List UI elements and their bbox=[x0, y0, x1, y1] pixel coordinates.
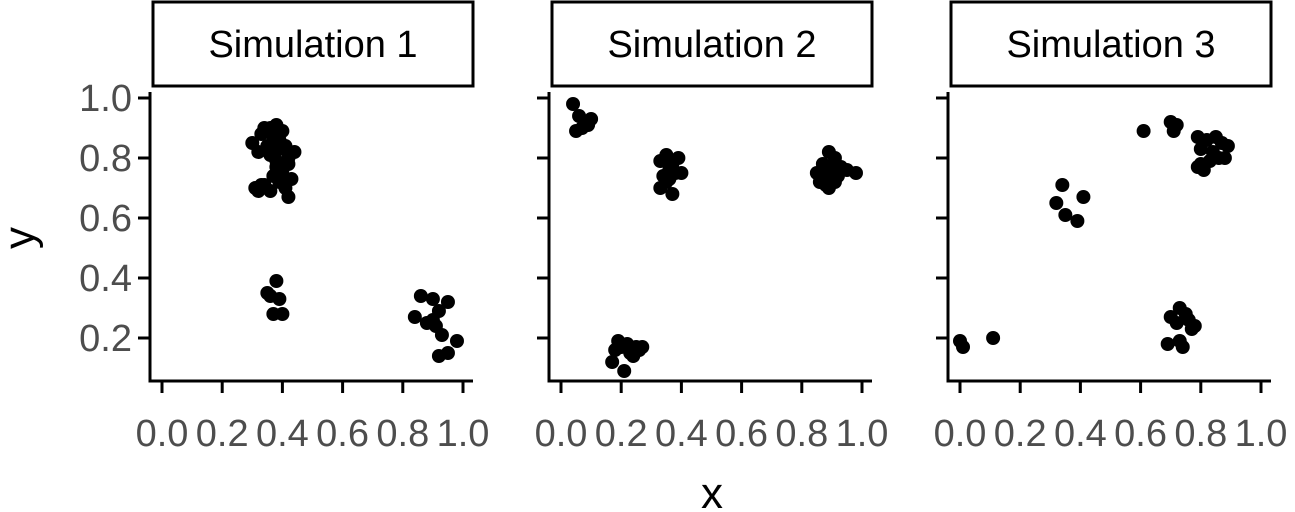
data-point bbox=[581, 118, 596, 132]
x-tick-label: 0.0 bbox=[535, 413, 588, 455]
x-tick-label: 0.4 bbox=[655, 413, 708, 455]
data-point bbox=[1169, 118, 1184, 132]
data-point bbox=[614, 340, 629, 354]
data-point bbox=[272, 292, 287, 306]
data-point bbox=[413, 289, 428, 303]
data-point bbox=[272, 142, 287, 156]
data-point bbox=[269, 160, 284, 174]
x-tick-label: 0.8 bbox=[775, 413, 828, 455]
data-point bbox=[449, 334, 464, 348]
x-tick-label: 0.0 bbox=[136, 413, 189, 455]
y-tick-label: 0.8 bbox=[79, 138, 132, 180]
panel-title: Simulation 3 bbox=[1006, 24, 1215, 66]
data-point bbox=[653, 181, 668, 195]
panels: Simulation 10.0 0.2 0.4 0.6 0.8 1.00.20.40.60… bbox=[79, 0, 1288, 455]
data-point bbox=[281, 190, 296, 204]
x-tick-label: 1.0 bbox=[1235, 413, 1288, 455]
data-point bbox=[569, 124, 584, 138]
data-point bbox=[830, 169, 845, 183]
data-point bbox=[434, 328, 449, 342]
data-point bbox=[848, 166, 863, 180]
y-tick-label: 0.2 bbox=[79, 318, 132, 360]
y-tick-label: 0.4 bbox=[79, 258, 132, 300]
data-point bbox=[1160, 337, 1175, 351]
y-tick-label: 1.0 bbox=[79, 78, 132, 120]
x-tick-label: 0.8 bbox=[376, 413, 429, 455]
x-tick-label: 1.0 bbox=[836, 413, 889, 455]
data-point bbox=[566, 97, 581, 111]
data-point bbox=[287, 145, 302, 159]
data-point bbox=[1220, 139, 1235, 153]
data-point bbox=[674, 166, 689, 180]
data-point bbox=[1055, 178, 1070, 192]
x-tick-label: 0.4 bbox=[256, 413, 309, 455]
data-point bbox=[653, 154, 668, 168]
panel-1: Simulation 10.0 0.2 0.4 0.6 0.8 1.00.20.40.60… bbox=[79, 0, 490, 455]
data-point bbox=[986, 331, 1001, 345]
data-point bbox=[818, 163, 833, 177]
panel-title: Simulation 1 bbox=[208, 24, 417, 66]
data-point bbox=[425, 292, 440, 306]
y-axis-title: y bbox=[0, 227, 44, 249]
data-point bbox=[1217, 151, 1232, 165]
x-tick-label: 0.4 bbox=[1054, 413, 1107, 455]
panel-2: Simulation 2 0.0 0.2 0.4 0.6 0.8 1.0 bbox=[535, 0, 889, 455]
data-point bbox=[281, 157, 296, 171]
data-point bbox=[617, 364, 632, 378]
data-point bbox=[821, 181, 836, 195]
data-point bbox=[431, 349, 446, 363]
strip-box bbox=[550, 0, 874, 88]
data-point bbox=[275, 172, 290, 186]
data-point bbox=[1196, 163, 1211, 177]
x-axis-title: x bbox=[701, 469, 723, 512]
x-tick-label: 1.0 bbox=[437, 413, 490, 455]
panel-3: Simulation 3 0.0 0.2 0.4 0.6 0.8 1.0 bbox=[934, 0, 1288, 455]
data-point bbox=[626, 349, 641, 363]
data-point bbox=[257, 178, 272, 192]
data-point bbox=[1175, 340, 1190, 354]
data-point bbox=[1070, 214, 1085, 228]
y-tick-label: 0.6 bbox=[79, 198, 132, 240]
x-tick-label: 0.6 bbox=[1114, 413, 1167, 455]
x-tick-label: 0.6 bbox=[316, 413, 369, 455]
data-point bbox=[269, 274, 284, 288]
data-point bbox=[1058, 208, 1073, 222]
data-point bbox=[275, 124, 290, 138]
data-point bbox=[1169, 316, 1184, 330]
data-point bbox=[605, 355, 620, 369]
panel-title: Simulation 2 bbox=[607, 24, 816, 66]
data-point bbox=[1049, 196, 1064, 210]
x-tick-label: 0.2 bbox=[595, 413, 648, 455]
data-point bbox=[425, 313, 440, 327]
x-tick-label: 0.6 bbox=[715, 413, 768, 455]
data-point bbox=[1136, 124, 1151, 138]
data-point bbox=[662, 172, 677, 186]
x-tick-label: 0.0 bbox=[934, 413, 987, 455]
data-point bbox=[407, 310, 422, 324]
data-point bbox=[440, 295, 455, 309]
data-point bbox=[1193, 142, 1208, 156]
data-point bbox=[665, 187, 680, 201]
x-tick-label: 0.2 bbox=[994, 413, 1047, 455]
strip-box bbox=[949, 0, 1273, 88]
data-point bbox=[671, 151, 686, 165]
strip-box bbox=[151, 0, 475, 88]
data-point bbox=[1187, 319, 1202, 333]
data-point bbox=[1076, 190, 1091, 204]
x-tick-label: 0.8 bbox=[1174, 413, 1227, 455]
data-point bbox=[956, 340, 971, 354]
data-point bbox=[275, 307, 290, 321]
x-tick-label: 0.2 bbox=[196, 413, 249, 455]
